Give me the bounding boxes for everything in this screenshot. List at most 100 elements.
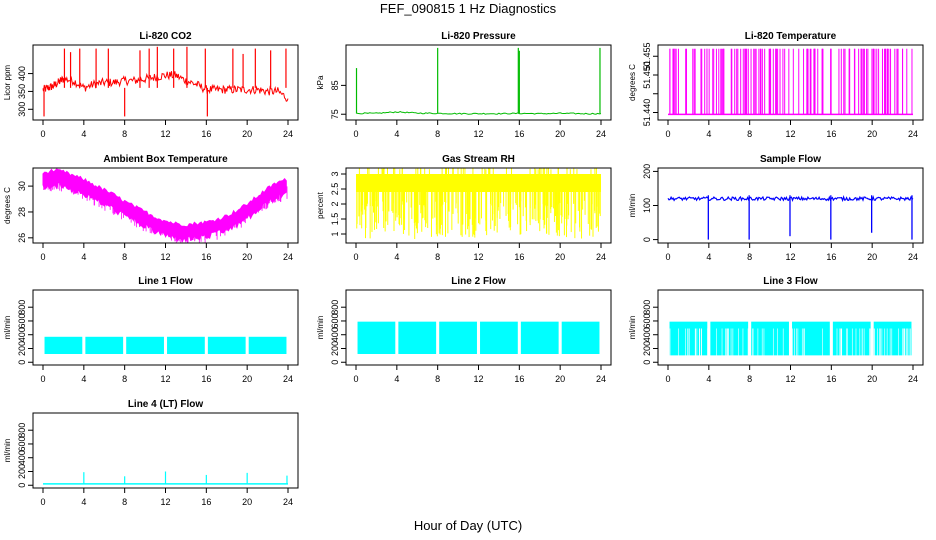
y-tick-label: 3 xyxy=(330,171,340,176)
panel-title: Line 2 Flow xyxy=(451,276,506,287)
x-tick-label: 4 xyxy=(706,129,711,139)
x-tick-label: 12 xyxy=(785,129,795,139)
plot-area xyxy=(668,48,913,116)
y-axis-label: degrees C xyxy=(628,64,637,101)
plot-area xyxy=(667,195,914,240)
x-tick-label: 16 xyxy=(826,129,836,139)
x-tick-label: 12 xyxy=(785,374,795,384)
series-band xyxy=(520,321,559,354)
y-tick-label: 800 xyxy=(17,423,27,438)
y-tick-label: 26 xyxy=(17,233,27,243)
panel-title: Li-820 Temperature xyxy=(745,31,837,42)
plot-area xyxy=(42,46,289,117)
x-tick-label: 4 xyxy=(706,252,711,262)
panel-title: Li-820 CO2 xyxy=(139,31,192,42)
series-band xyxy=(357,321,396,354)
y-axis-label: kPa xyxy=(316,75,325,89)
plot-area xyxy=(42,168,288,243)
x-tick-label: 0 xyxy=(665,252,670,262)
x-tick-label: 8 xyxy=(122,374,127,384)
series-line xyxy=(42,71,289,102)
series-band xyxy=(873,321,912,356)
x-tick-label: 16 xyxy=(514,374,524,384)
x-tick-label: 8 xyxy=(747,374,752,384)
series-band xyxy=(42,168,287,243)
panel-title: Li-820 Pressure xyxy=(441,31,516,42)
y-tick-label: 0 xyxy=(330,360,340,365)
y-tick-label: 200 xyxy=(17,464,27,479)
y-tick-label: 100 xyxy=(642,198,652,213)
plot-area xyxy=(355,47,602,115)
y-axis-label: ml/min xyxy=(628,316,637,340)
y-axis-label: Licor ppm xyxy=(3,65,12,100)
x-tick-label: 12 xyxy=(473,252,483,262)
x-tick-label: 16 xyxy=(826,374,836,384)
y-tick-label: 400 xyxy=(17,66,27,81)
panel-7: Line 1 Flow ml/min 0 4 8 12 16 20 24 0 20040060080… xyxy=(3,276,299,384)
plot-area xyxy=(356,168,601,240)
x-tick-label: 8 xyxy=(747,252,752,262)
panel-title: Ambient Box Temperature xyxy=(103,154,228,165)
x-tick-label: 12 xyxy=(160,497,170,507)
panel-2: Li-820 Pressure kPa 0 4 8 12 16 20 24 75 85 xyxy=(316,31,612,139)
x-tick-label: 12 xyxy=(160,252,170,262)
y-tick-label: 0 xyxy=(17,483,27,488)
panel-3: Li-820 Temperature degrees C 0 4 8 12 16 20 24 51… xyxy=(628,31,924,139)
panel-4: Ambient Box Temperature degrees C 0 4 8 12 16 2… xyxy=(3,154,299,262)
series-band xyxy=(792,321,830,356)
x-tick-label: 8 xyxy=(435,252,440,262)
panel-9: Line 3 Flow ml/min 0 4 8 12 16 20 24 0 20040060080… xyxy=(628,276,924,384)
plot-area xyxy=(668,321,913,357)
x-tick-label: 0 xyxy=(40,497,45,507)
x-tick-label: 24 xyxy=(596,129,606,139)
series-band xyxy=(207,336,246,354)
series-band xyxy=(85,336,124,354)
x-tick-label: 12 xyxy=(785,252,795,262)
x-tick-label: 20 xyxy=(555,374,565,384)
series-band xyxy=(126,336,164,354)
y-tick-label: 1 xyxy=(330,231,340,236)
y-tick-label: 800 xyxy=(17,300,27,315)
y-tick-label: 400 xyxy=(642,327,652,342)
x-tick-label: 4 xyxy=(394,129,399,139)
x-tick-label: 12 xyxy=(473,374,483,384)
series-band xyxy=(561,321,600,354)
y-tick-label: 0 xyxy=(642,237,652,242)
x-tick-label: 4 xyxy=(81,497,86,507)
y-tick-label: 350 xyxy=(17,84,27,99)
y-axis-label: percent xyxy=(316,191,325,218)
x-tick-label: 16 xyxy=(201,374,211,384)
x-tick-label: 24 xyxy=(908,374,918,384)
y-tick-label: 1.5 xyxy=(330,213,340,226)
panel-10: Line 4 (LT) Flow ml/min 0 4 8 12 16 20 24 0 200400… xyxy=(3,399,299,507)
x-tick-label: 24 xyxy=(596,252,606,262)
y-tick-label: 28 xyxy=(17,207,27,217)
x-tick-label: 4 xyxy=(394,374,399,384)
figure-x-axis-label: Hour of Day (UTC) xyxy=(413,518,523,533)
x-tick-label: 24 xyxy=(908,129,918,139)
panel-frame xyxy=(345,44,612,121)
series-band xyxy=(44,336,83,354)
x-tick-label: 0 xyxy=(40,129,45,139)
plot-area xyxy=(44,336,287,354)
y-tick-label: 400 xyxy=(17,327,27,342)
x-tick-label: 20 xyxy=(867,252,877,262)
plot-area xyxy=(357,321,600,354)
y-axis-label: ml/min xyxy=(3,439,12,463)
y-tick-label: 200 xyxy=(642,164,652,179)
y-tick-label: 200 xyxy=(642,341,652,356)
x-tick-label: 12 xyxy=(473,129,483,139)
y-tick-label: 51.450 xyxy=(642,61,652,89)
x-tick-label: 24 xyxy=(908,252,918,262)
panel-title: Line 4 (LT) Flow xyxy=(128,399,204,410)
panel-5: Gas Stream RH percent 0 4 8 12 16 20 24 1 1.5 2 2.5 3 xyxy=(316,154,612,262)
series-band xyxy=(439,321,477,354)
x-tick-label: 0 xyxy=(40,252,45,262)
y-tick-label: 51.455 xyxy=(642,42,652,70)
x-tick-label: 16 xyxy=(201,252,211,262)
panel-1: Li-820 CO2 Licor ppm 0 4 8 12 16 20 24 300 350 400 xyxy=(3,31,299,139)
x-tick-label: 8 xyxy=(122,129,127,139)
y-tick-label: 200 xyxy=(17,341,27,356)
series-line xyxy=(355,110,602,115)
